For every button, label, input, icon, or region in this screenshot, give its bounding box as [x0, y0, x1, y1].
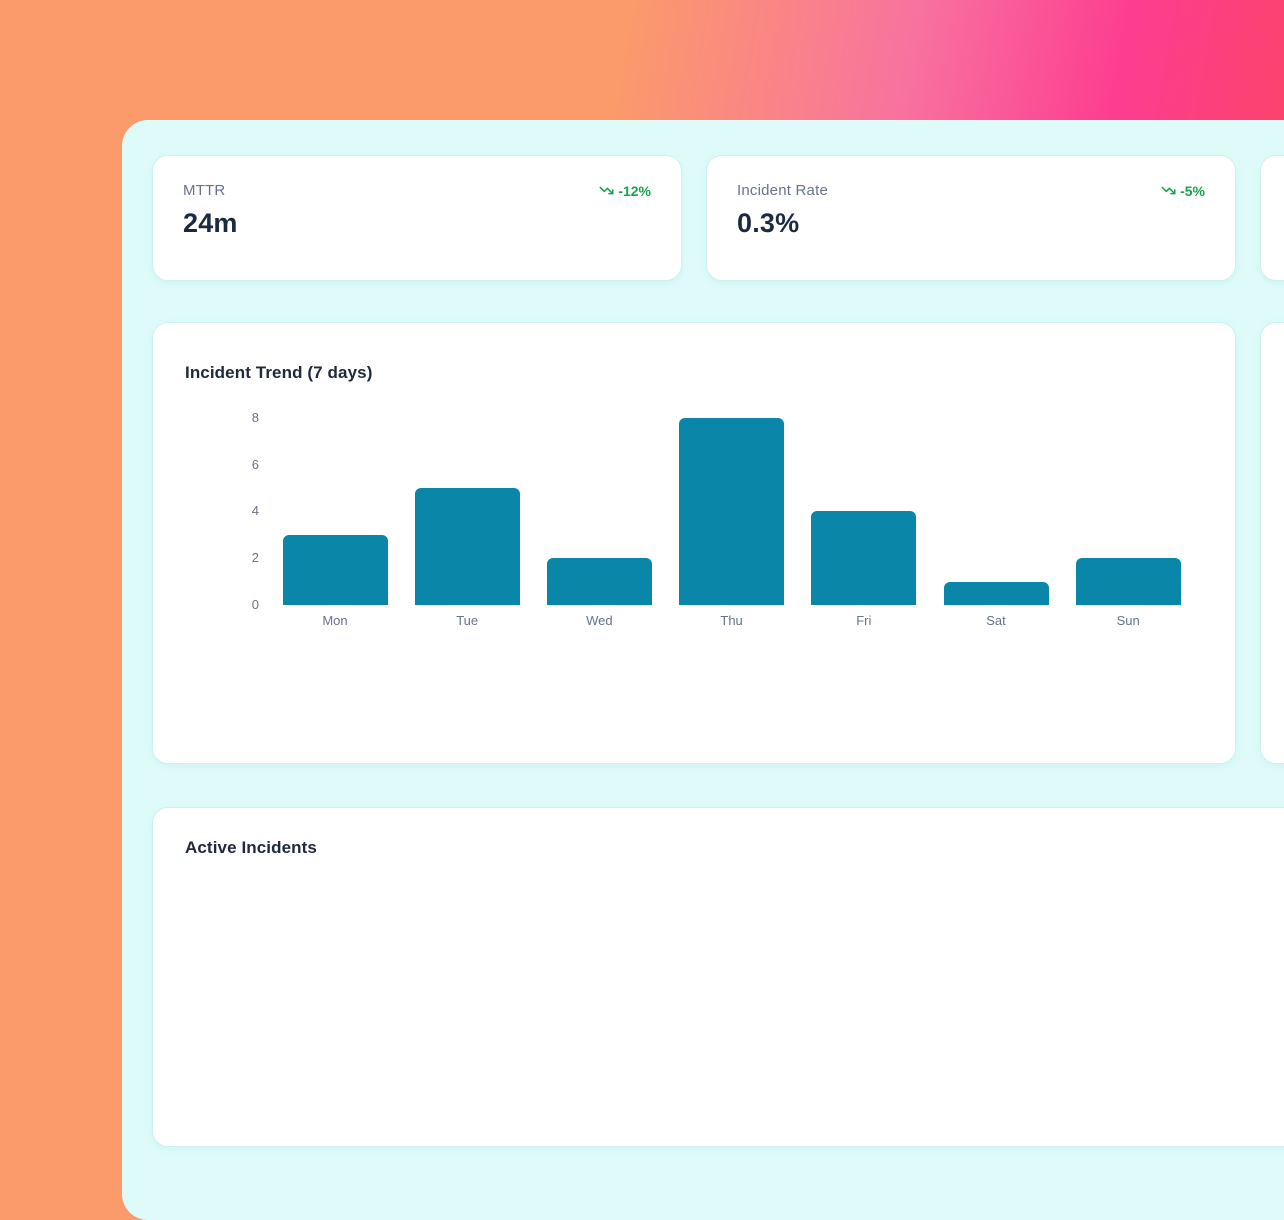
kpi-trend: -5% [1161, 183, 1205, 199]
kpi-trend-value: -12% [618, 182, 651, 199]
chart-bar-mon [282, 534, 388, 605]
chart-bar-sat [943, 581, 1049, 605]
trending-down-icon [599, 183, 614, 198]
x-axis-label: Mon [322, 613, 348, 628]
kpi-card-header: MTTR -12% [183, 182, 651, 199]
y-tick-label: 0 [251, 597, 259, 612]
incident-trend-bar-chart: 0 2 4 6 8 Mon Tue Wed Thu Fri Sat Sun [185, 395, 1235, 645]
active-incidents-card: Active Incidents [152, 807, 1284, 1147]
y-tick-label: 2 [251, 550, 259, 566]
kpi-label: Incident Rate [737, 182, 828, 199]
dashboard-panel: MTTR -12% 24m Incident Rate -5% 0.3% [122, 120, 1284, 1220]
active-incidents-title: Active Incidents [185, 838, 317, 857]
x-axis-label: Thu [720, 613, 743, 628]
charts-row: Incident Trend (7 days) 0 2 4 6 8 Mon Tue Wed Th… [152, 322, 1284, 764]
x-axis-label: Wed [586, 613, 613, 628]
kpi-value: 24m [183, 208, 238, 238]
y-tick-label: 8 [251, 409, 259, 425]
kpi-card-incident-rate: Incident Rate -5% 0.3% [706, 155, 1236, 281]
chart-bar-fri [811, 511, 917, 605]
kpi-label: MTTR [183, 182, 226, 199]
x-axis-label: Sun [1116, 613, 1140, 628]
chart-bar-tue [414, 488, 520, 605]
chart-bar-thu [679, 417, 785, 605]
chart-bar-wed [546, 558, 652, 605]
second-chart-card-partial [1260, 322, 1284, 764]
x-axis-label: Sat [986, 613, 1006, 628]
kpi-card-mttr: MTTR -12% 24m [152, 155, 682, 281]
trending-down-icon [1161, 183, 1176, 198]
kpi-row: MTTR -12% 24m Incident Rate -5% 0.3% [152, 155, 1284, 281]
kpi-value: 0.3% [737, 208, 800, 238]
kpi-card-partial [1260, 155, 1284, 281]
chart-bar-sun [1075, 558, 1181, 605]
y-tick-label: 4 [251, 503, 259, 519]
x-axis-label: Tue [456, 613, 479, 628]
x-axis-label: Fri [856, 613, 872, 628]
kpi-trend-value: -5% [1180, 182, 1205, 199]
kpi-trend: -12% [599, 183, 651, 199]
chart-title: Incident Trend (7 days) [185, 363, 373, 382]
incident-trend-card: Incident Trend (7 days) 0 2 4 6 8 Mon Tue Wed Th… [152, 322, 1236, 764]
kpi-card-header: Incident Rate -5% [737, 182, 1205, 199]
y-tick-label: 6 [251, 456, 259, 472]
